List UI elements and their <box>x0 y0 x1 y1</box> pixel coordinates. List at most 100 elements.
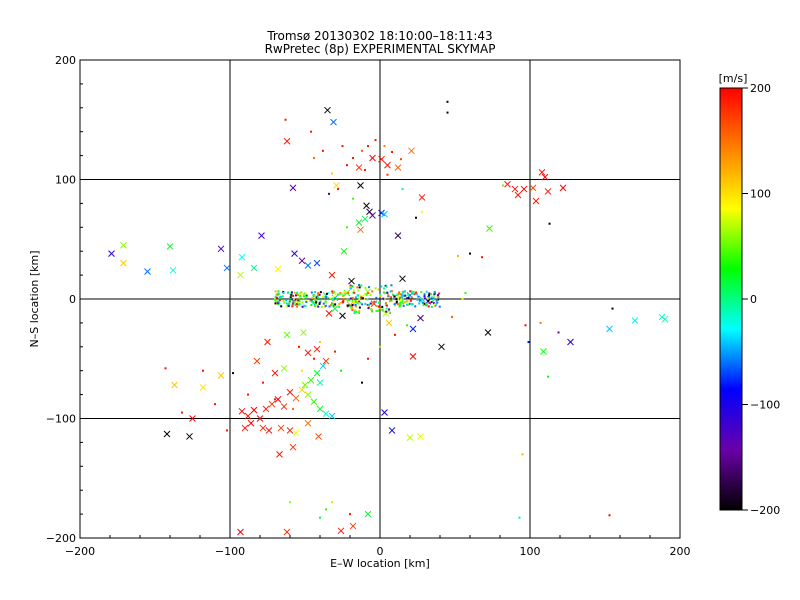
data-point-cross <box>532 197 540 205</box>
data-point-cross <box>276 450 283 458</box>
cluster-point <box>393 295 396 298</box>
cluster-point <box>427 305 430 308</box>
data-point-dot <box>364 168 366 171</box>
cluster-point <box>295 303 298 306</box>
x-tick-label: −100 <box>215 545 245 558</box>
cluster-point <box>369 293 372 296</box>
cluster-point <box>359 301 362 304</box>
cluster-point <box>302 293 305 296</box>
cluster-point <box>413 293 416 296</box>
data-point-dot <box>481 256 483 259</box>
cluster-point <box>304 292 307 295</box>
data-point-dot <box>181 411 183 414</box>
cluster-point <box>278 299 281 302</box>
data-point-dot <box>337 188 339 191</box>
cluster-point <box>389 290 392 293</box>
data-point-cross <box>504 180 511 188</box>
cluster-point <box>356 286 359 289</box>
data-point-cross <box>237 528 244 536</box>
cluster-point <box>368 286 371 289</box>
plot-grid <box>80 60 680 538</box>
cluster-point <box>401 300 404 303</box>
cluster-point <box>291 302 294 305</box>
data-point-dot <box>386 173 389 176</box>
cluster-point <box>365 293 368 296</box>
cluster-point <box>396 294 399 297</box>
cluster-point <box>396 303 399 306</box>
data-point-dot <box>383 145 386 148</box>
cluster-point <box>421 301 424 304</box>
colorbar-tick-label: 200 <box>750 82 771 95</box>
cluster-point <box>392 294 395 297</box>
cluster-point <box>400 298 403 301</box>
data-point-cross <box>304 262 312 269</box>
cluster-point <box>385 304 388 307</box>
data-point-cross <box>544 188 552 195</box>
data-point-cross <box>417 314 424 322</box>
data-point-dot <box>608 514 611 517</box>
data-point-cross <box>408 147 415 155</box>
cluster-point <box>383 291 386 294</box>
cluster-point <box>423 294 426 297</box>
data-point-dot <box>331 501 333 504</box>
cluster-point <box>363 292 366 295</box>
data-point-cross <box>406 434 414 441</box>
cluster-point <box>294 294 297 297</box>
data-point-cross <box>315 433 322 440</box>
data-point-dot <box>451 315 453 318</box>
data-point-cross <box>399 275 406 283</box>
data-point-cross <box>169 266 177 274</box>
data-point-cross <box>328 412 336 420</box>
cluster-point <box>296 291 299 294</box>
data-point-cross <box>292 429 300 437</box>
data-point-dot <box>313 156 315 159</box>
cluster-point <box>395 298 398 301</box>
cluster-point <box>312 302 315 305</box>
cluster-point <box>277 301 280 304</box>
data-point-cross <box>606 325 613 333</box>
data-point-cross <box>355 219 363 226</box>
colorbar-tick-label: 0 <box>750 293 757 306</box>
cluster-point <box>305 300 308 303</box>
data-point-cross <box>307 376 315 384</box>
cluster-point <box>324 302 327 305</box>
data-point-cross <box>250 264 258 272</box>
data-point-cross <box>256 415 264 422</box>
cluster-point <box>275 296 278 299</box>
cluster-point <box>381 305 384 308</box>
data-point-cross <box>283 137 291 145</box>
cluster-point <box>321 296 324 299</box>
cluster-point <box>436 295 439 298</box>
cluster-point <box>274 296 277 299</box>
cluster-point <box>314 303 317 306</box>
cluster-point <box>290 293 293 296</box>
data-point-cross <box>316 379 324 387</box>
cluster-point <box>425 302 428 305</box>
data-point-cross <box>364 510 372 518</box>
data-point-cross <box>313 345 321 353</box>
cluster-point <box>318 293 321 296</box>
cluster-point <box>397 292 400 295</box>
data-point-cross <box>330 118 337 126</box>
cluster-point <box>349 285 352 288</box>
cluster-point <box>358 286 361 289</box>
data-point-dot <box>361 149 363 152</box>
cluster-point <box>316 294 319 297</box>
data-point-cross <box>286 427 294 434</box>
cluster-point <box>322 302 325 305</box>
data-point-dot <box>379 345 381 348</box>
data-point-cross <box>108 250 115 257</box>
cluster-point <box>351 285 354 288</box>
cluster-point <box>427 299 430 302</box>
data-point-dot <box>262 381 264 384</box>
data-point-cross <box>238 253 246 261</box>
cluster-point <box>420 290 423 293</box>
data-point-cross <box>438 343 445 351</box>
cluster-point <box>374 287 377 290</box>
cluster-point <box>364 302 367 305</box>
data-point-cross <box>567 338 574 346</box>
cluster-point <box>376 305 379 308</box>
data-point-dot <box>464 292 467 295</box>
y-tick-label: −100 <box>46 413 76 426</box>
cluster-point <box>358 306 361 309</box>
